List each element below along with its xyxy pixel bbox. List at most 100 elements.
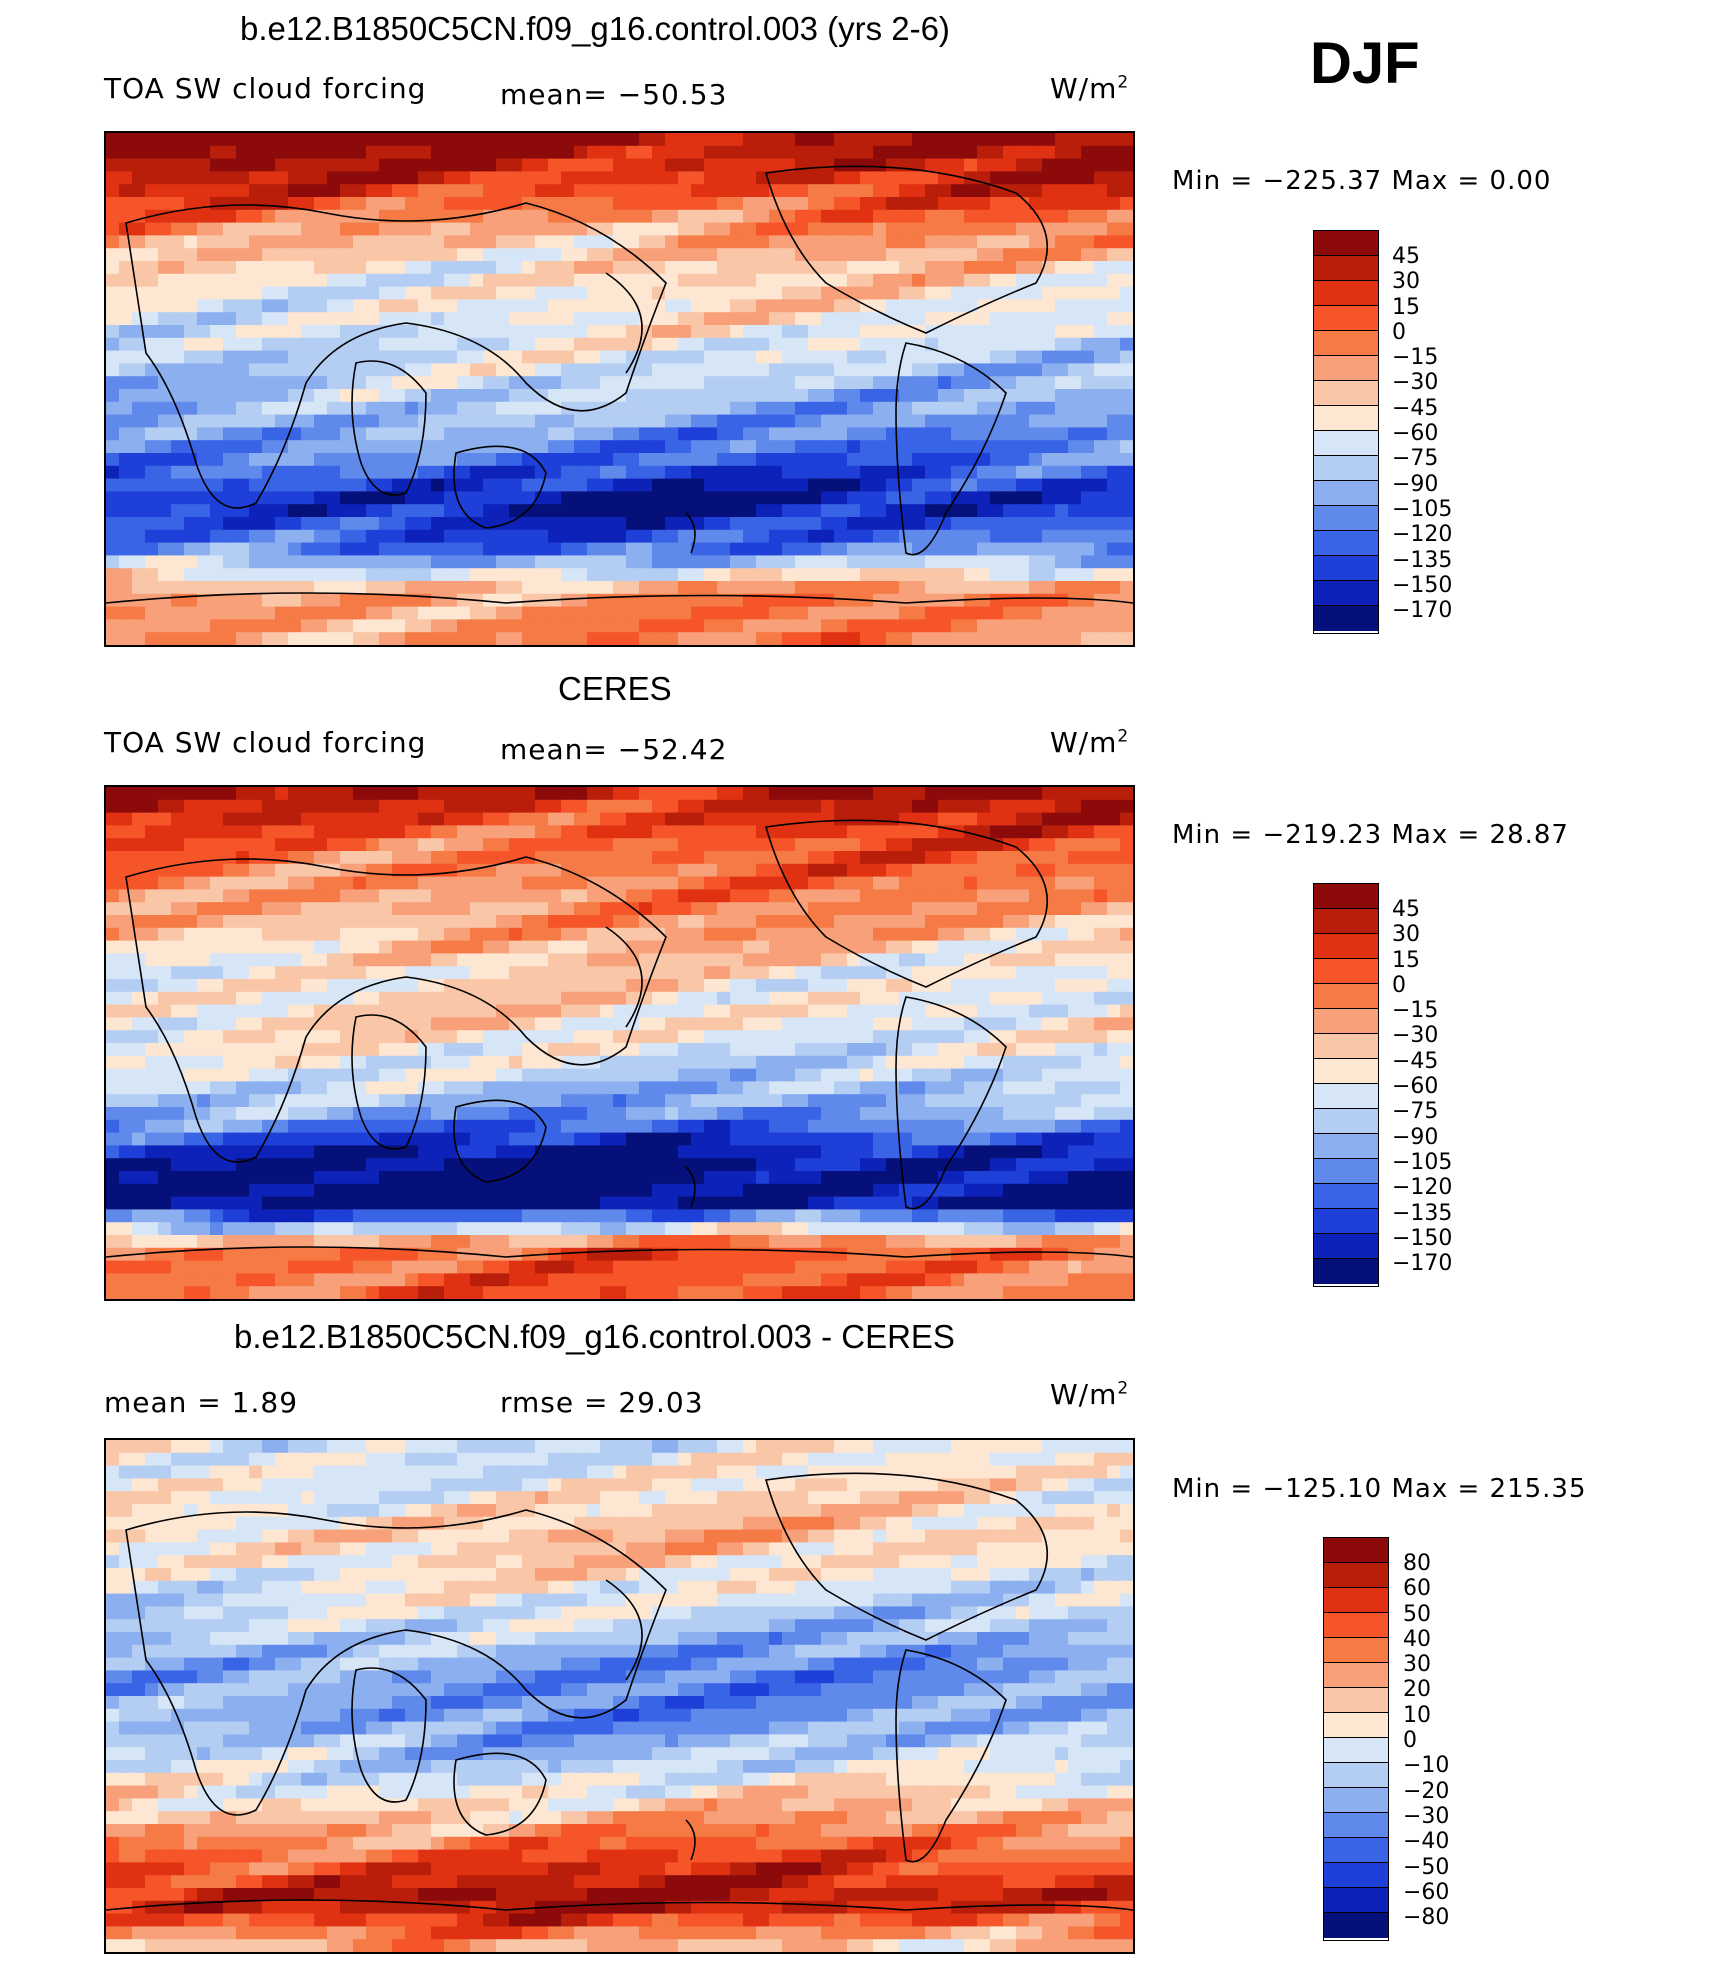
field-cell [951,940,965,954]
field-cell [223,915,237,929]
field-cell [600,235,614,249]
field-cell [197,261,211,275]
field-cell [1042,133,1056,147]
field-cell [730,491,744,505]
field-cell [301,235,315,249]
field-cell [951,953,965,967]
field-cell [236,145,250,160]
field-cell [522,248,536,262]
field-cell [730,799,744,814]
field-cell [600,491,614,505]
field-cell [613,478,627,492]
field-cell [379,825,393,839]
field-cell [288,1043,302,1057]
field-cell [951,261,965,275]
field-cell [899,248,913,262]
field-cell [1042,838,1056,852]
field-cell [171,876,185,890]
field-cell [925,915,939,929]
field-cell [314,1017,328,1031]
field-cell [1120,1030,1133,1044]
field-cell [821,632,835,645]
field-cell [1068,286,1082,300]
field-cell [977,248,991,262]
field-cell [886,401,900,416]
field-cell [379,273,393,288]
field-cell [626,209,640,224]
field-cell [379,581,393,595]
field-cell [1094,787,1108,801]
field-cell [340,812,354,826]
field-cell [873,838,887,852]
field-cell [1120,825,1133,839]
field-cell [873,478,887,492]
field-cell [1029,1055,1043,1070]
field-cell [717,632,731,645]
field-cell [782,838,796,852]
field-cell [678,991,692,1006]
field-cell [184,632,198,645]
field-cell [1042,787,1056,801]
field-cell [1068,389,1082,403]
field-cell [210,632,224,645]
field-cell [418,350,432,364]
field-cell [509,940,523,954]
field-cell [847,184,861,198]
field-cell [704,619,718,633]
field-cell [535,235,549,249]
field-cell [1094,966,1108,980]
field-cell [184,542,198,556]
field-cell [275,876,289,890]
field-cell [470,927,484,942]
field-cell [457,902,471,916]
field-cell [418,517,432,531]
field-cell [301,325,315,339]
field-cell [782,350,796,364]
field-cell [782,940,796,954]
field-cell [522,504,536,518]
field-cell [821,299,835,313]
field-cell [561,325,575,339]
field-cell [301,401,315,416]
field-cell [1068,927,1082,942]
field-cell [847,593,861,608]
field-cell [951,863,965,878]
field-cell [457,363,471,377]
field-cell [977,337,991,352]
field-cell [353,838,367,852]
field-cell [327,991,341,1006]
field-cell [912,1055,926,1070]
field-cell [483,325,497,339]
field-cell [873,991,887,1006]
field-cell [470,337,484,352]
field-cell [691,863,705,878]
field-cell [470,991,484,1006]
field-cell [496,171,510,185]
field-cell [314,979,328,993]
field-cell [470,158,484,172]
field-cell [496,427,510,441]
field-cell [509,465,523,480]
field-cell [938,504,952,518]
field-cell [327,927,341,942]
field-cell [327,1068,341,1082]
field-cell [1042,812,1056,826]
field-cell [132,248,146,262]
field-cell [535,979,549,993]
field-cell [977,632,991,645]
field-cell [106,787,120,801]
field-cell [1081,593,1095,608]
field-cell [249,825,263,839]
field-cell [860,851,874,865]
field-cell [1094,145,1108,160]
field-cell [964,1055,978,1070]
field-cell [1081,171,1095,185]
field-cell [743,991,757,1006]
field-cell [249,376,263,390]
field-cell [184,465,198,480]
field-cell [626,158,640,172]
field-cell [249,838,263,852]
field-cell [236,440,250,454]
field-cell [912,145,926,160]
field-cell [639,863,653,878]
